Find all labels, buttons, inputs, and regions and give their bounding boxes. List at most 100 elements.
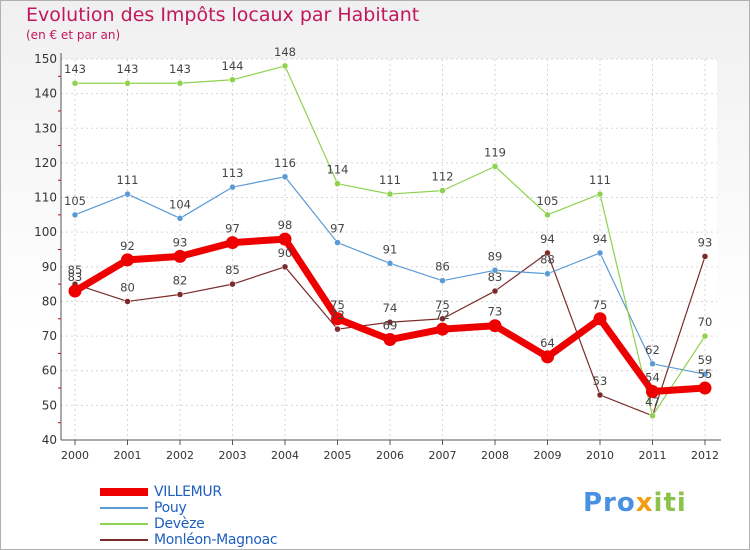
legend-swatch [100, 507, 148, 509]
data-point [701, 370, 709, 378]
data-label: 111 [589, 173, 611, 187]
data-label: 85 [68, 263, 83, 277]
data-label: 94 [540, 232, 555, 246]
y-tick-label: 40 [42, 433, 57, 447]
data-point [646, 385, 659, 399]
y-tick-label: 140 [34, 87, 57, 101]
data-point [229, 76, 236, 84]
data-point [334, 180, 341, 187]
x-tick-label: 2010 [586, 449, 614, 462]
data-point [68, 284, 82, 298]
y-tick-label: 60 [42, 364, 57, 378]
y-tick-label: 100 [34, 225, 57, 239]
data-point [488, 319, 502, 333]
data-label: 119 [484, 145, 506, 159]
data-point [439, 315, 446, 323]
data-point [229, 183, 236, 191]
data-point [596, 190, 604, 198]
data-label: 75 [593, 298, 608, 312]
data-label: 69 [383, 319, 398, 333]
data-label: 80 [120, 280, 135, 294]
data-point [491, 287, 499, 295]
chart-subtitle: (en € et par an) [26, 28, 121, 42]
data-label: 143 [169, 62, 191, 76]
legend-swatch [100, 539, 148, 541]
legend-label: Monléon-Magnoac [154, 532, 278, 548]
data-point [439, 277, 446, 284]
data-label: 111 [117, 173, 139, 187]
data-label: 54 [645, 371, 660, 385]
data-label: 93 [698, 235, 713, 249]
proxiti-logo: Proxiti [583, 488, 687, 518]
data-point [701, 332, 709, 340]
legend-item-deveze: Devèze [100, 516, 277, 532]
data-point [383, 333, 397, 347]
data-point [544, 249, 551, 257]
data-point [596, 391, 604, 399]
y-tick-label: 130 [34, 121, 57, 135]
data-label: 82 [173, 274, 188, 288]
data-label: 53 [593, 374, 608, 388]
data-point [281, 173, 289, 181]
data-label: 143 [64, 62, 86, 76]
data-label: 144 [222, 59, 244, 73]
data-label: 75 [435, 298, 450, 312]
data-point [124, 298, 131, 305]
x-tick-label: 2007 [429, 449, 457, 462]
data-point [334, 325, 341, 333]
data-point [698, 381, 712, 395]
data-label: 83 [488, 270, 503, 284]
data-point [278, 232, 292, 246]
y-tick-label: 80 [42, 294, 57, 308]
data-label: 75 [330, 298, 345, 312]
data-label: 86 [435, 260, 450, 274]
data-label: 148 [274, 45, 296, 59]
data-point [593, 312, 607, 326]
data-label: 62 [645, 343, 660, 357]
y-tick-label: 90 [42, 260, 57, 274]
data-point [386, 190, 394, 198]
x-tick-label: 2009 [534, 449, 562, 462]
data-label: 72 [330, 308, 345, 322]
data-label: 112 [432, 170, 454, 184]
legend-label: Devèze [154, 516, 205, 532]
data-point [541, 350, 554, 364]
data-point [281, 263, 289, 271]
data-point [436, 322, 449, 336]
data-label: 47 [645, 395, 660, 409]
data-label: 93 [173, 235, 188, 249]
data-label: 55 [698, 367, 713, 381]
data-point [334, 239, 341, 246]
data-label: 74 [383, 301, 398, 315]
data-label: 64 [540, 336, 555, 350]
data-label: 97 [225, 222, 240, 236]
data-point [176, 79, 184, 87]
data-label: 47 [645, 395, 660, 409]
data-label: 72 [435, 308, 450, 322]
data-point [544, 211, 551, 219]
legend-item-pouy: Pouy [100, 500, 277, 516]
data-point [281, 62, 289, 70]
y-tick-label: 120 [34, 156, 57, 170]
data-point [491, 163, 499, 170]
data-label: 105 [64, 194, 86, 208]
y-tick-label: 110 [34, 191, 57, 205]
x-tick-label: 2002 [166, 449, 194, 462]
data-point [649, 360, 656, 368]
x-tick-label: 2000 [61, 449, 89, 462]
data-point [229, 280, 236, 288]
plot-area [61, 59, 717, 440]
data-label: 94 [593, 232, 608, 246]
data-point [491, 267, 499, 274]
data-point [386, 260, 394, 267]
data-label: 111 [379, 173, 401, 187]
legend-item-villemur: VILLEMUR [100, 484, 277, 500]
data-label: 59 [698, 353, 713, 367]
data-point [124, 190, 131, 198]
y-tick-label: 50 [42, 398, 57, 412]
data-label: 143 [117, 62, 139, 76]
data-point [226, 236, 239, 250]
x-tick-label: 2006 [376, 449, 404, 462]
x-tick-label: 2008 [481, 449, 509, 462]
